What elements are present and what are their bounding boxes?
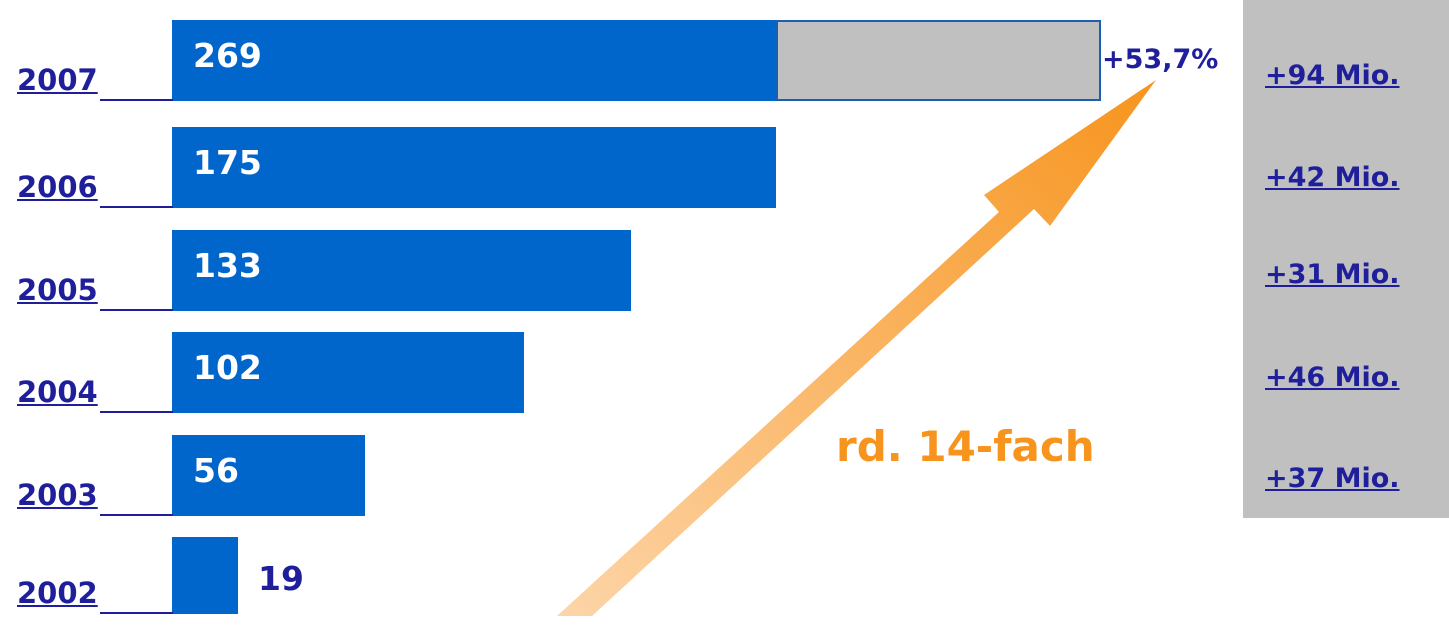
bar-value-label: 56 [193,451,239,490]
year-tick-label: 2006 [17,170,98,204]
bar-2006 [172,127,777,208]
bar-2003 [172,435,366,516]
growth-arrow-shape [557,80,1156,616]
bar-2004 [172,332,525,413]
bar-2005 [172,230,632,311]
year-tick-label: 2003 [17,478,98,512]
year-tick-label: 2004 [17,375,98,409]
year-baseline [100,99,173,101]
growth-factor-label: rd. 14-fach [836,422,1095,471]
increment-percent-label: +53,7% [1102,44,1219,75]
increment-label: +31 Mio. [1265,259,1400,290]
bar-2002 [172,537,238,614]
year-tick-label: 2002 [17,576,98,610]
bar-2007-increment [776,20,1101,101]
increment-label: +94 Mio. [1265,60,1400,91]
year-baseline [100,411,173,413]
year-baseline [100,514,173,516]
increment-label: +46 Mio. [1265,362,1400,393]
year-baseline [100,206,173,208]
bar-value-label: 19 [258,559,304,598]
increment-label: +37 Mio. [1265,463,1400,494]
year-tick-label: 2007 [17,63,98,97]
year-tick-label: 2005 [17,273,98,307]
increment-panel [1243,0,1449,518]
year-baseline [100,612,173,614]
bar-2007 [172,20,777,101]
bar-value-label: 175 [193,143,262,182]
bar-value-label: 269 [193,36,262,75]
year-baseline [100,309,173,311]
increment-label: +42 Mio. [1265,162,1400,193]
bar-value-label: 102 [193,348,262,387]
bar-value-label: 133 [193,246,262,285]
